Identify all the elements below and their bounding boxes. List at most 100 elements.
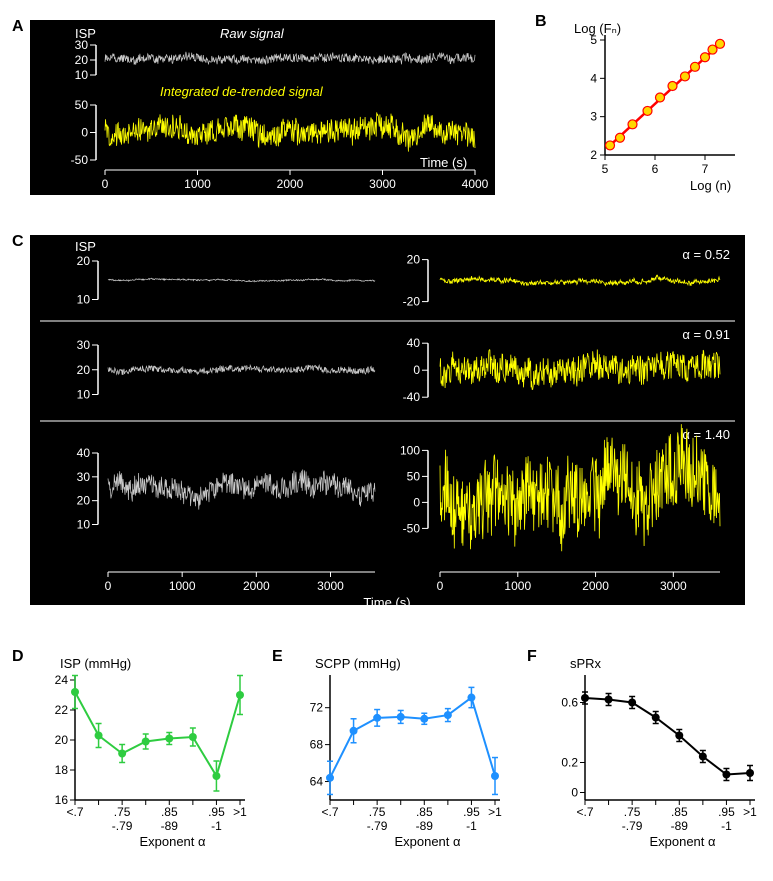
svg-text:-1: -1 (211, 819, 222, 833)
panel-a-svg: ISPRaw signal102030Integrated de-trended… (30, 20, 495, 195)
svg-text:0: 0 (437, 579, 444, 593)
svg-text:0: 0 (81, 126, 88, 140)
svg-text:0.6: 0.6 (561, 696, 578, 710)
svg-text:<.7: <.7 (66, 805, 83, 819)
svg-text:5: 5 (602, 162, 609, 176)
svg-text:72: 72 (310, 701, 324, 715)
panel-d-box: ISP (mmHg)1618202224<.7.75.85.95>1-.79-8… (30, 650, 255, 865)
svg-text:SCPP (mmHg): SCPP (mmHg) (315, 656, 401, 671)
panel-e-label: E (272, 648, 283, 666)
panel-e-box: SCPP (mmHg)646872<.7.75.85.95>1-.79-89-1… (285, 650, 510, 865)
panel-b-label: B (535, 13, 547, 31)
svg-text:30: 30 (75, 38, 89, 52)
svg-text:50: 50 (407, 469, 421, 483)
svg-text:2000: 2000 (277, 177, 304, 191)
svg-text:30: 30 (77, 338, 91, 352)
svg-text:Exponent α: Exponent α (139, 834, 206, 849)
svg-text:20: 20 (75, 53, 89, 67)
svg-text:2: 2 (590, 148, 597, 162)
svg-text:.75: .75 (369, 805, 386, 819)
panel-c-label: C (12, 233, 24, 251)
svg-text:.95: .95 (208, 805, 225, 819)
svg-text:sPRx: sPRx (570, 656, 602, 671)
svg-text:20: 20 (55, 733, 69, 747)
svg-text:64: 64 (310, 775, 324, 789)
svg-text:Time (s): Time (s) (420, 155, 467, 170)
svg-text:10: 10 (77, 293, 91, 307)
svg-text:.75: .75 (114, 805, 131, 819)
panel-d-label: D (12, 648, 24, 666)
svg-text:>1: >1 (488, 805, 502, 819)
svg-text:6: 6 (652, 162, 659, 176)
svg-text:Time (s): Time (s) (363, 595, 410, 605)
svg-text:2000: 2000 (582, 579, 609, 593)
svg-text:3000: 3000 (660, 579, 687, 593)
panel-f-label: F (527, 648, 537, 666)
svg-text:4000: 4000 (462, 177, 489, 191)
svg-text:Exponent α: Exponent α (394, 834, 461, 849)
svg-text:30: 30 (77, 470, 91, 484)
svg-text:>1: >1 (233, 805, 247, 819)
svg-text:α = 1.40: α = 1.40 (682, 427, 730, 442)
svg-text:-40: -40 (403, 390, 421, 404)
svg-text:-1: -1 (721, 819, 732, 833)
svg-text:-50: -50 (71, 153, 89, 167)
panel-a-label: A (12, 18, 24, 36)
svg-text:.95: .95 (718, 805, 735, 819)
svg-text:.85: .85 (671, 805, 688, 819)
svg-text:1000: 1000 (169, 579, 196, 593)
panel-f-box: sPRx00.20.6<.7.75.85.95>1-.79-89-1Expone… (540, 650, 765, 865)
svg-text:.95: .95 (463, 805, 480, 819)
svg-text:20: 20 (77, 254, 91, 268)
svg-text:.75: .75 (624, 805, 641, 819)
panel-b-svg: 5672345Log (n)Log (Fₙ) (560, 20, 755, 195)
svg-text:<.7: <.7 (321, 805, 338, 819)
svg-text:20: 20 (407, 253, 421, 267)
svg-text:24: 24 (55, 673, 69, 687)
svg-text:.85: .85 (416, 805, 433, 819)
svg-text:-.79: -.79 (112, 819, 133, 833)
svg-text:22: 22 (55, 703, 69, 717)
svg-text:50: 50 (75, 98, 89, 112)
svg-text:-.79: -.79 (367, 819, 388, 833)
panel-a-box: ISPRaw signal102030Integrated de-trended… (30, 20, 495, 195)
svg-text:0: 0 (102, 177, 109, 191)
svg-text:68: 68 (310, 738, 324, 752)
svg-text:3000: 3000 (317, 579, 344, 593)
svg-text:40: 40 (77, 446, 91, 460)
svg-text:0: 0 (413, 363, 420, 377)
svg-text:-89: -89 (161, 819, 179, 833)
svg-text:α = 0.52: α = 0.52 (682, 247, 730, 262)
svg-text:>1: >1 (743, 805, 757, 819)
svg-text:Integrated de-trended signal: Integrated de-trended signal (160, 84, 324, 99)
svg-text:0.2: 0.2 (561, 756, 578, 770)
panel-d-svg: ISP (mmHg)1618202224<.7.75.85.95>1-.79-8… (30, 650, 255, 865)
svg-text:18: 18 (55, 763, 69, 777)
svg-text:0: 0 (571, 786, 578, 800)
svg-text:Log (n): Log (n) (690, 178, 731, 193)
svg-text:-1: -1 (466, 819, 477, 833)
svg-text:-.79: -.79 (622, 819, 643, 833)
svg-text:20: 20 (77, 363, 91, 377)
svg-text:Log (Fₙ): Log (Fₙ) (574, 21, 621, 36)
svg-text:10: 10 (77, 518, 91, 532)
svg-text:-89: -89 (671, 819, 689, 833)
svg-text:100: 100 (400, 443, 420, 457)
svg-text:2000: 2000 (243, 579, 270, 593)
panel-b-box: 5672345Log (n)Log (Fₙ) (560, 20, 755, 195)
svg-text:10: 10 (77, 388, 91, 402)
panel-f-svg: sPRx00.20.6<.7.75.85.95>1-.79-89-1Expone… (540, 650, 765, 865)
panel-c-svg: ISPα = 0.521020-2020α = 0.91102030-40040… (30, 235, 745, 605)
svg-text:3000: 3000 (369, 177, 396, 191)
svg-text:-20: -20 (403, 295, 421, 309)
svg-text:0: 0 (105, 579, 112, 593)
svg-text:.85: .85 (161, 805, 178, 819)
svg-text:10: 10 (75, 68, 89, 82)
svg-text:0: 0 (413, 495, 420, 509)
svg-text:Raw signal: Raw signal (220, 26, 285, 41)
svg-text:20: 20 (77, 494, 91, 508)
svg-text:7: 7 (702, 162, 709, 176)
svg-text:Exponent α: Exponent α (649, 834, 716, 849)
svg-text:-50: -50 (403, 521, 421, 535)
svg-text:1000: 1000 (184, 177, 211, 191)
